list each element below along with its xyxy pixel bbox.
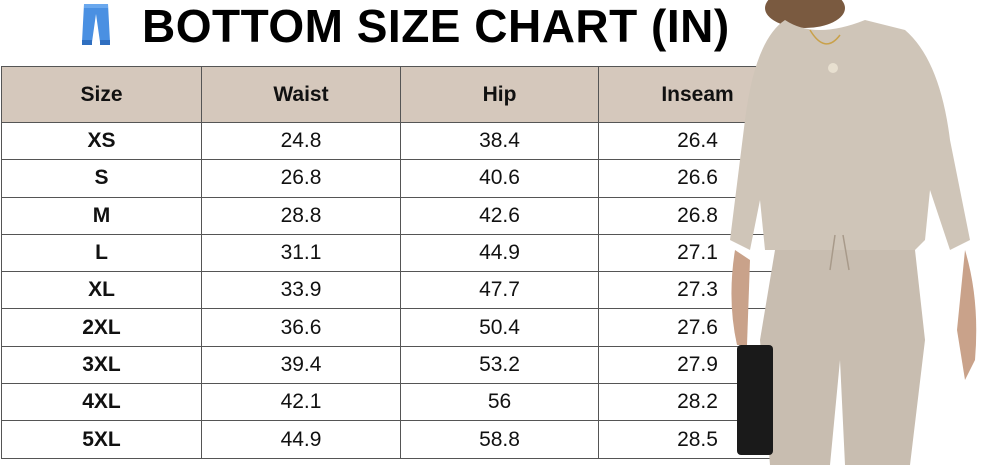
column-header-waist: Waist (201, 66, 401, 123)
measurement-cell: 42.1 (201, 383, 401, 422)
size-chart-table: Size Waist Hip Inseam XS 24.8 38.4 26.4 S 26.8 40… (1, 66, 797, 459)
jeans-icon (82, 4, 110, 45)
measurement-cell: 50.4 (400, 308, 599, 347)
table-row: 3XL 39.4 53.2 27.9 (1, 345, 797, 385)
measurement-cell: 47.7 (400, 271, 599, 310)
table-row: M 28.8 42.6 26.8 (1, 196, 797, 235)
measurement-cell: 27.3 (598, 271, 797, 310)
measurement-cell: 39.4 (201, 345, 401, 385)
column-header-hip: Hip (400, 66, 599, 123)
measurement-cell: 42.6 (400, 196, 599, 235)
size-cell: L (1, 233, 202, 273)
size-cell: M (1, 196, 202, 235)
measurement-cell: 36.6 (201, 308, 401, 347)
table-row: 4XL 42.1 56 28.2 (1, 383, 797, 422)
size-cell: 3XL (1, 345, 202, 385)
page-title: BOTTOM SIZE CHART (IN) (142, 0, 730, 52)
table-row: L 31.1 44.9 27.1 (1, 233, 797, 273)
measurement-cell: 53.2 (400, 345, 599, 385)
model-photo (730, 0, 977, 465)
measurement-cell: 26.8 (201, 159, 401, 198)
measurement-cell: 38.4 (400, 121, 599, 161)
measurement-cell: 24.8 (201, 121, 401, 161)
measurement-cell: 28.8 (201, 196, 401, 235)
measurement-cell: 40.6 (400, 159, 599, 198)
size-cell: 2XL (1, 308, 202, 347)
size-cell: XL (1, 271, 202, 310)
column-header-size: Size (1, 66, 202, 123)
table-row: S 26.8 40.6 26.6 (1, 159, 797, 198)
table-row: XS 24.8 38.4 26.4 (1, 121, 797, 161)
size-cell: 4XL (1, 383, 202, 422)
table-row: 5XL 44.9 58.8 28.5 (1, 420, 797, 459)
size-cell: 5XL (1, 420, 202, 459)
size-cell: S (1, 159, 202, 198)
measurement-cell: 44.9 (201, 420, 401, 459)
measurement-cell: 56 (400, 383, 599, 422)
measurement-cell: 58.8 (400, 420, 599, 459)
measurement-cell: 44.9 (400, 233, 599, 273)
table-row: 2XL 36.6 50.4 27.6 (1, 308, 797, 347)
table-row: XL 33.9 47.7 27.3 (1, 271, 797, 310)
measurement-cell: 31.1 (201, 233, 401, 273)
measurement-cell: 27.1 (598, 233, 797, 273)
measurement-cell: 33.9 (201, 271, 401, 310)
size-cell: XS (1, 121, 202, 161)
table-header-row: Size Waist Hip Inseam (1, 66, 797, 123)
